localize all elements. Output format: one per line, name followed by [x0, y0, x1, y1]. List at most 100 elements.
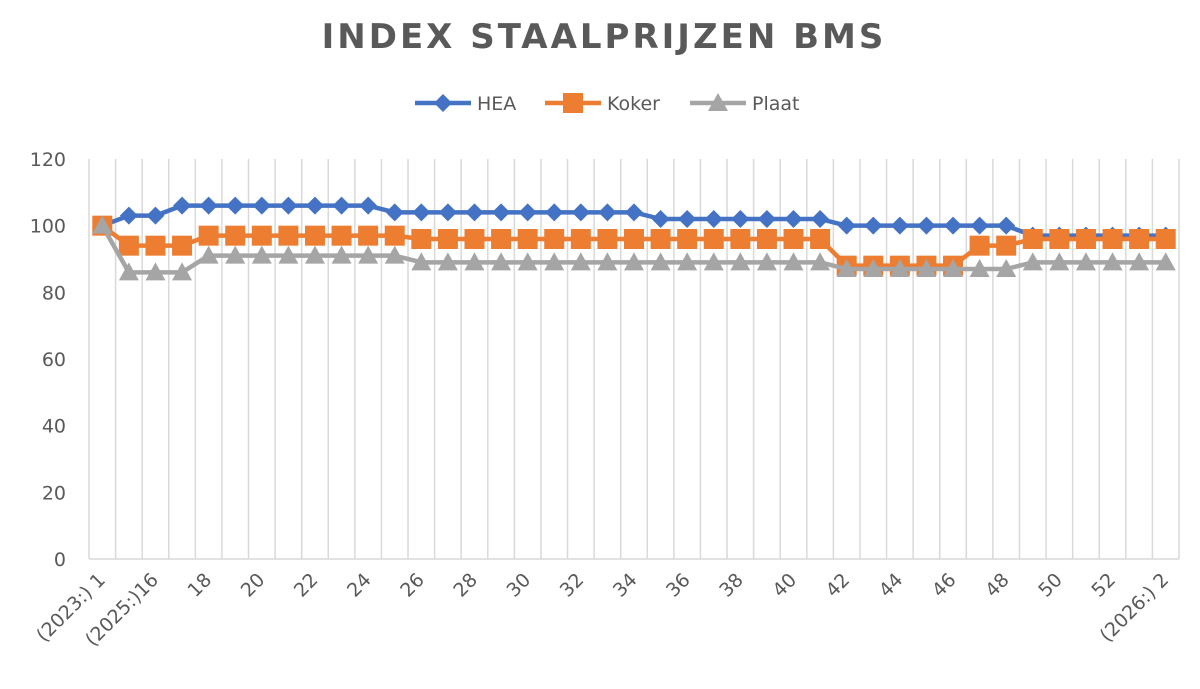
- diamond-marker: [944, 216, 963, 235]
- diamond-marker: [917, 216, 936, 235]
- square-marker: [225, 225, 246, 246]
- square-marker: [544, 229, 565, 249]
- diamond-marker: [252, 196, 271, 215]
- diamond-marker: [571, 203, 590, 222]
- triangle-marker: [1022, 252, 1043, 271]
- square-marker: [703, 229, 724, 249]
- x-tick-label: 18: [184, 569, 217, 602]
- series-group: [92, 196, 1176, 281]
- triangle-marker: [517, 252, 538, 271]
- legend-label: Koker: [607, 93, 660, 115]
- diamond-marker: [412, 203, 431, 222]
- diamond-marker: [332, 196, 351, 215]
- triangle-marker: [331, 245, 352, 264]
- diamond-marker: [890, 216, 909, 235]
- y-tick-label: 80: [42, 282, 66, 304]
- diamond-marker: [492, 203, 511, 222]
- diamond-marker: [199, 196, 218, 215]
- x-tick-label: 42: [822, 569, 855, 602]
- triangle-marker: [172, 262, 193, 281]
- square-marker: [172, 235, 193, 256]
- diamond-marker: [837, 216, 856, 235]
- triangle-marker: [225, 245, 246, 264]
- square-marker: [996, 235, 1017, 256]
- square-marker: [650, 229, 671, 249]
- square-marker: [517, 229, 538, 249]
- diamond-marker: [305, 196, 324, 215]
- x-tick-label: 50: [1034, 569, 1067, 602]
- diamond-marker: [119, 206, 138, 225]
- triangle-marker: [943, 259, 964, 277]
- triangle-marker: [251, 245, 272, 264]
- square-marker: [411, 229, 432, 249]
- triangle-marker: [650, 252, 671, 271]
- triangle-marker: [1075, 252, 1096, 271]
- x-tick-label: 34: [609, 569, 642, 602]
- diamond-marker: [545, 203, 564, 222]
- triangle-marker: [730, 252, 751, 271]
- diamond-marker: [146, 206, 165, 225]
- diamond-marker: [784, 210, 803, 228]
- triangle-marker: [278, 245, 299, 264]
- triangle-marker: [783, 252, 804, 271]
- triangle-marker: [708, 93, 728, 111]
- x-tick-label: 30: [503, 569, 536, 602]
- square-marker: [730, 229, 751, 249]
- square-marker: [384, 225, 405, 246]
- series-koker: [92, 215, 1176, 276]
- triangle-marker: [810, 252, 831, 271]
- x-tick-label: 48: [981, 569, 1014, 602]
- y-tick-label: 20: [42, 482, 66, 504]
- square-marker: [1129, 229, 1150, 249]
- y-tick-label: 40: [42, 416, 66, 438]
- triangle-marker: [703, 252, 724, 271]
- triangle-marker: [411, 252, 432, 271]
- triangle-marker: [384, 245, 405, 264]
- chart-title: INDEX STAALPRIJZEN BMS: [322, 17, 887, 57]
- diamond-marker: [651, 210, 670, 228]
- x-tick-label: 40: [768, 569, 801, 602]
- square-marker: [1102, 229, 1123, 249]
- legend-item-hea: HEA: [415, 93, 516, 115]
- triangle-marker: [677, 252, 698, 271]
- diamond-marker: [434, 94, 452, 112]
- triangle-marker: [464, 252, 485, 271]
- x-tick-label: 52: [1087, 569, 1120, 602]
- triangle-marker: [916, 259, 937, 277]
- diamond-marker: [970, 216, 989, 235]
- triangle-marker: [1049, 252, 1070, 271]
- x-tick-label: 24: [343, 569, 376, 602]
- triangle-marker: [624, 252, 644, 271]
- square-marker: [597, 229, 618, 249]
- square-marker: [118, 235, 139, 256]
- square-marker: [331, 225, 352, 246]
- x-tick-label: 22: [290, 569, 323, 602]
- diamond-marker: [598, 203, 617, 222]
- x-tick-label: 28: [449, 569, 482, 602]
- diamond-marker: [173, 196, 192, 215]
- square-marker: [278, 225, 299, 246]
- triangle-marker: [304, 245, 325, 264]
- square-marker: [464, 229, 485, 249]
- x-axis: (2023:) 1(2025:)16 18 20 22 24 26 28 30 32 34 36 38…: [32, 569, 1173, 651]
- diamond-marker: [438, 203, 457, 222]
- x-tick-label: 38: [715, 569, 748, 602]
- y-tick-label: 100: [30, 216, 66, 238]
- diamond-marker: [864, 216, 883, 235]
- legend-item-koker: Koker: [545, 93, 660, 115]
- diamond-marker: [385, 203, 404, 222]
- series-plaat: [92, 215, 1176, 281]
- square-marker: [304, 225, 325, 246]
- triangle-marker: [836, 259, 857, 277]
- triangle-marker: [570, 252, 591, 271]
- square-marker: [1049, 229, 1070, 249]
- triangle-marker: [996, 259, 1017, 277]
- triangle-marker: [118, 262, 139, 281]
- square-marker: [1075, 229, 1096, 249]
- diamond-marker: [731, 210, 750, 228]
- diamond-marker: [625, 203, 643, 222]
- square-marker: [563, 93, 583, 113]
- triangle-marker: [358, 245, 379, 264]
- diamond-marker: [279, 196, 298, 215]
